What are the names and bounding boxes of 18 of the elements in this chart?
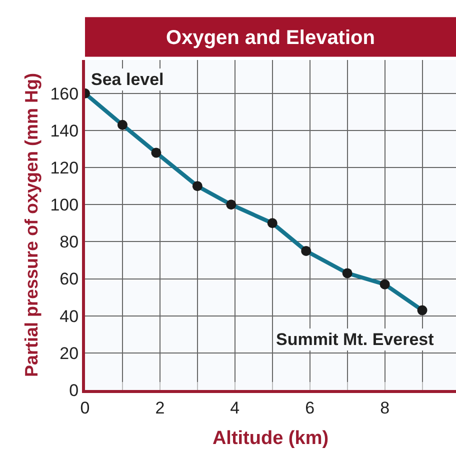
y-tick-label: 160 xyxy=(50,84,79,104)
annotation: Summit Mt. Everest xyxy=(276,330,434,349)
x-tick-label: 8 xyxy=(380,398,390,418)
annotation: Sea level xyxy=(91,70,164,89)
x-tick-label: 4 xyxy=(230,398,240,418)
y-tick-label: 80 xyxy=(60,232,79,252)
y-tick-label: 20 xyxy=(60,344,79,363)
y-tick-label: 60 xyxy=(60,270,79,289)
x-axis-title: Altitude (km) xyxy=(212,428,329,450)
y-tick-label: 100 xyxy=(50,196,79,215)
y-tick-label: 40 xyxy=(60,306,79,326)
y-tick-label: 140 xyxy=(50,121,79,140)
x-tick-label: 6 xyxy=(305,398,315,418)
y-tick-label: 120 xyxy=(50,158,79,178)
y-axis-title: Partial pressure of oxygen (mm Hg) xyxy=(21,72,42,378)
chart-title: Oxygen and Elevation xyxy=(166,27,375,50)
y-tick-label: 0 xyxy=(69,380,79,400)
x-tick-label: 2 xyxy=(155,398,165,418)
